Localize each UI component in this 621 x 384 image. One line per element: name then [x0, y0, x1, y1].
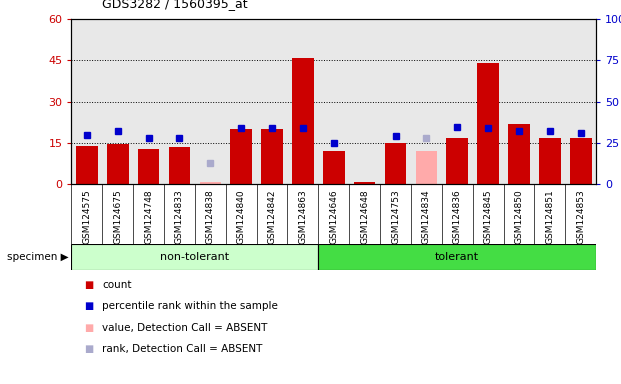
Bar — [199, 182, 221, 184]
Text: count: count — [102, 280, 132, 290]
Text: GSM124646: GSM124646 — [329, 189, 338, 244]
Bar — [76, 146, 97, 184]
Bar — [138, 149, 160, 184]
Text: GSM124840: GSM124840 — [237, 189, 246, 244]
Text: GSM124836: GSM124836 — [453, 189, 462, 244]
Bar — [385, 143, 406, 184]
Text: ■: ■ — [84, 301, 93, 311]
Text: GSM124748: GSM124748 — [144, 189, 153, 244]
Text: GSM124853: GSM124853 — [576, 189, 585, 244]
Text: GSM124838: GSM124838 — [206, 189, 215, 244]
Bar — [319, 244, 596, 270]
Text: GSM124842: GSM124842 — [268, 189, 276, 243]
Text: ■: ■ — [84, 323, 93, 333]
Bar — [508, 124, 530, 184]
Text: value, Detection Call = ABSENT: value, Detection Call = ABSENT — [102, 323, 268, 333]
Bar — [570, 137, 592, 184]
Text: GSM124575: GSM124575 — [83, 189, 91, 244]
Text: GSM124850: GSM124850 — [514, 189, 524, 244]
Text: GSM124834: GSM124834 — [422, 189, 431, 244]
Text: GDS3282 / 1560395_at: GDS3282 / 1560395_at — [102, 0, 248, 10]
Bar — [415, 151, 437, 184]
Text: GSM124863: GSM124863 — [299, 189, 307, 244]
Bar — [323, 151, 345, 184]
Bar — [446, 137, 468, 184]
Bar — [292, 58, 314, 184]
Text: ■: ■ — [84, 344, 93, 354]
Text: GSM124675: GSM124675 — [113, 189, 122, 244]
Text: GSM124833: GSM124833 — [175, 189, 184, 244]
Text: non-tolerant: non-tolerant — [160, 252, 229, 262]
Bar — [354, 182, 376, 184]
Text: specimen ▶: specimen ▶ — [7, 252, 68, 262]
Text: GSM124648: GSM124648 — [360, 189, 369, 244]
Bar — [478, 63, 499, 184]
Text: GSM124753: GSM124753 — [391, 189, 400, 244]
Text: percentile rank within the sample: percentile rank within the sample — [102, 301, 278, 311]
Bar — [107, 144, 129, 184]
Bar — [230, 129, 252, 184]
Bar — [169, 147, 190, 184]
Text: rank, Detection Call = ABSENT: rank, Detection Call = ABSENT — [102, 344, 263, 354]
Text: tolerant: tolerant — [435, 252, 479, 262]
Text: GSM124845: GSM124845 — [484, 189, 492, 244]
Bar — [71, 244, 319, 270]
Text: GSM124851: GSM124851 — [545, 189, 555, 244]
Bar — [261, 129, 283, 184]
Bar — [539, 137, 561, 184]
Text: ■: ■ — [84, 280, 93, 290]
